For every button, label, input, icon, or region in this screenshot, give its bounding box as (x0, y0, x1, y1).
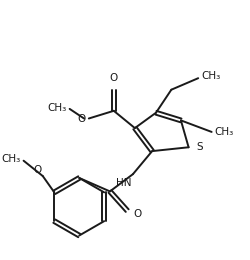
Text: CH₃: CH₃ (48, 103, 67, 113)
Text: HN: HN (116, 178, 131, 188)
Text: CH₃: CH₃ (201, 71, 220, 81)
Text: O: O (133, 209, 141, 219)
Text: S: S (196, 142, 203, 152)
Text: CH₃: CH₃ (2, 154, 21, 164)
Text: O: O (110, 73, 118, 83)
Text: O: O (78, 114, 86, 125)
Text: O: O (34, 165, 42, 175)
Text: CH₃: CH₃ (214, 127, 234, 137)
